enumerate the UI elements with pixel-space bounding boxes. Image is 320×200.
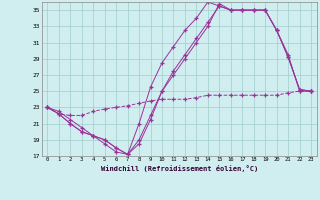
X-axis label: Windchill (Refroidissement éolien,°C): Windchill (Refroidissement éolien,°C) bbox=[100, 165, 258, 172]
